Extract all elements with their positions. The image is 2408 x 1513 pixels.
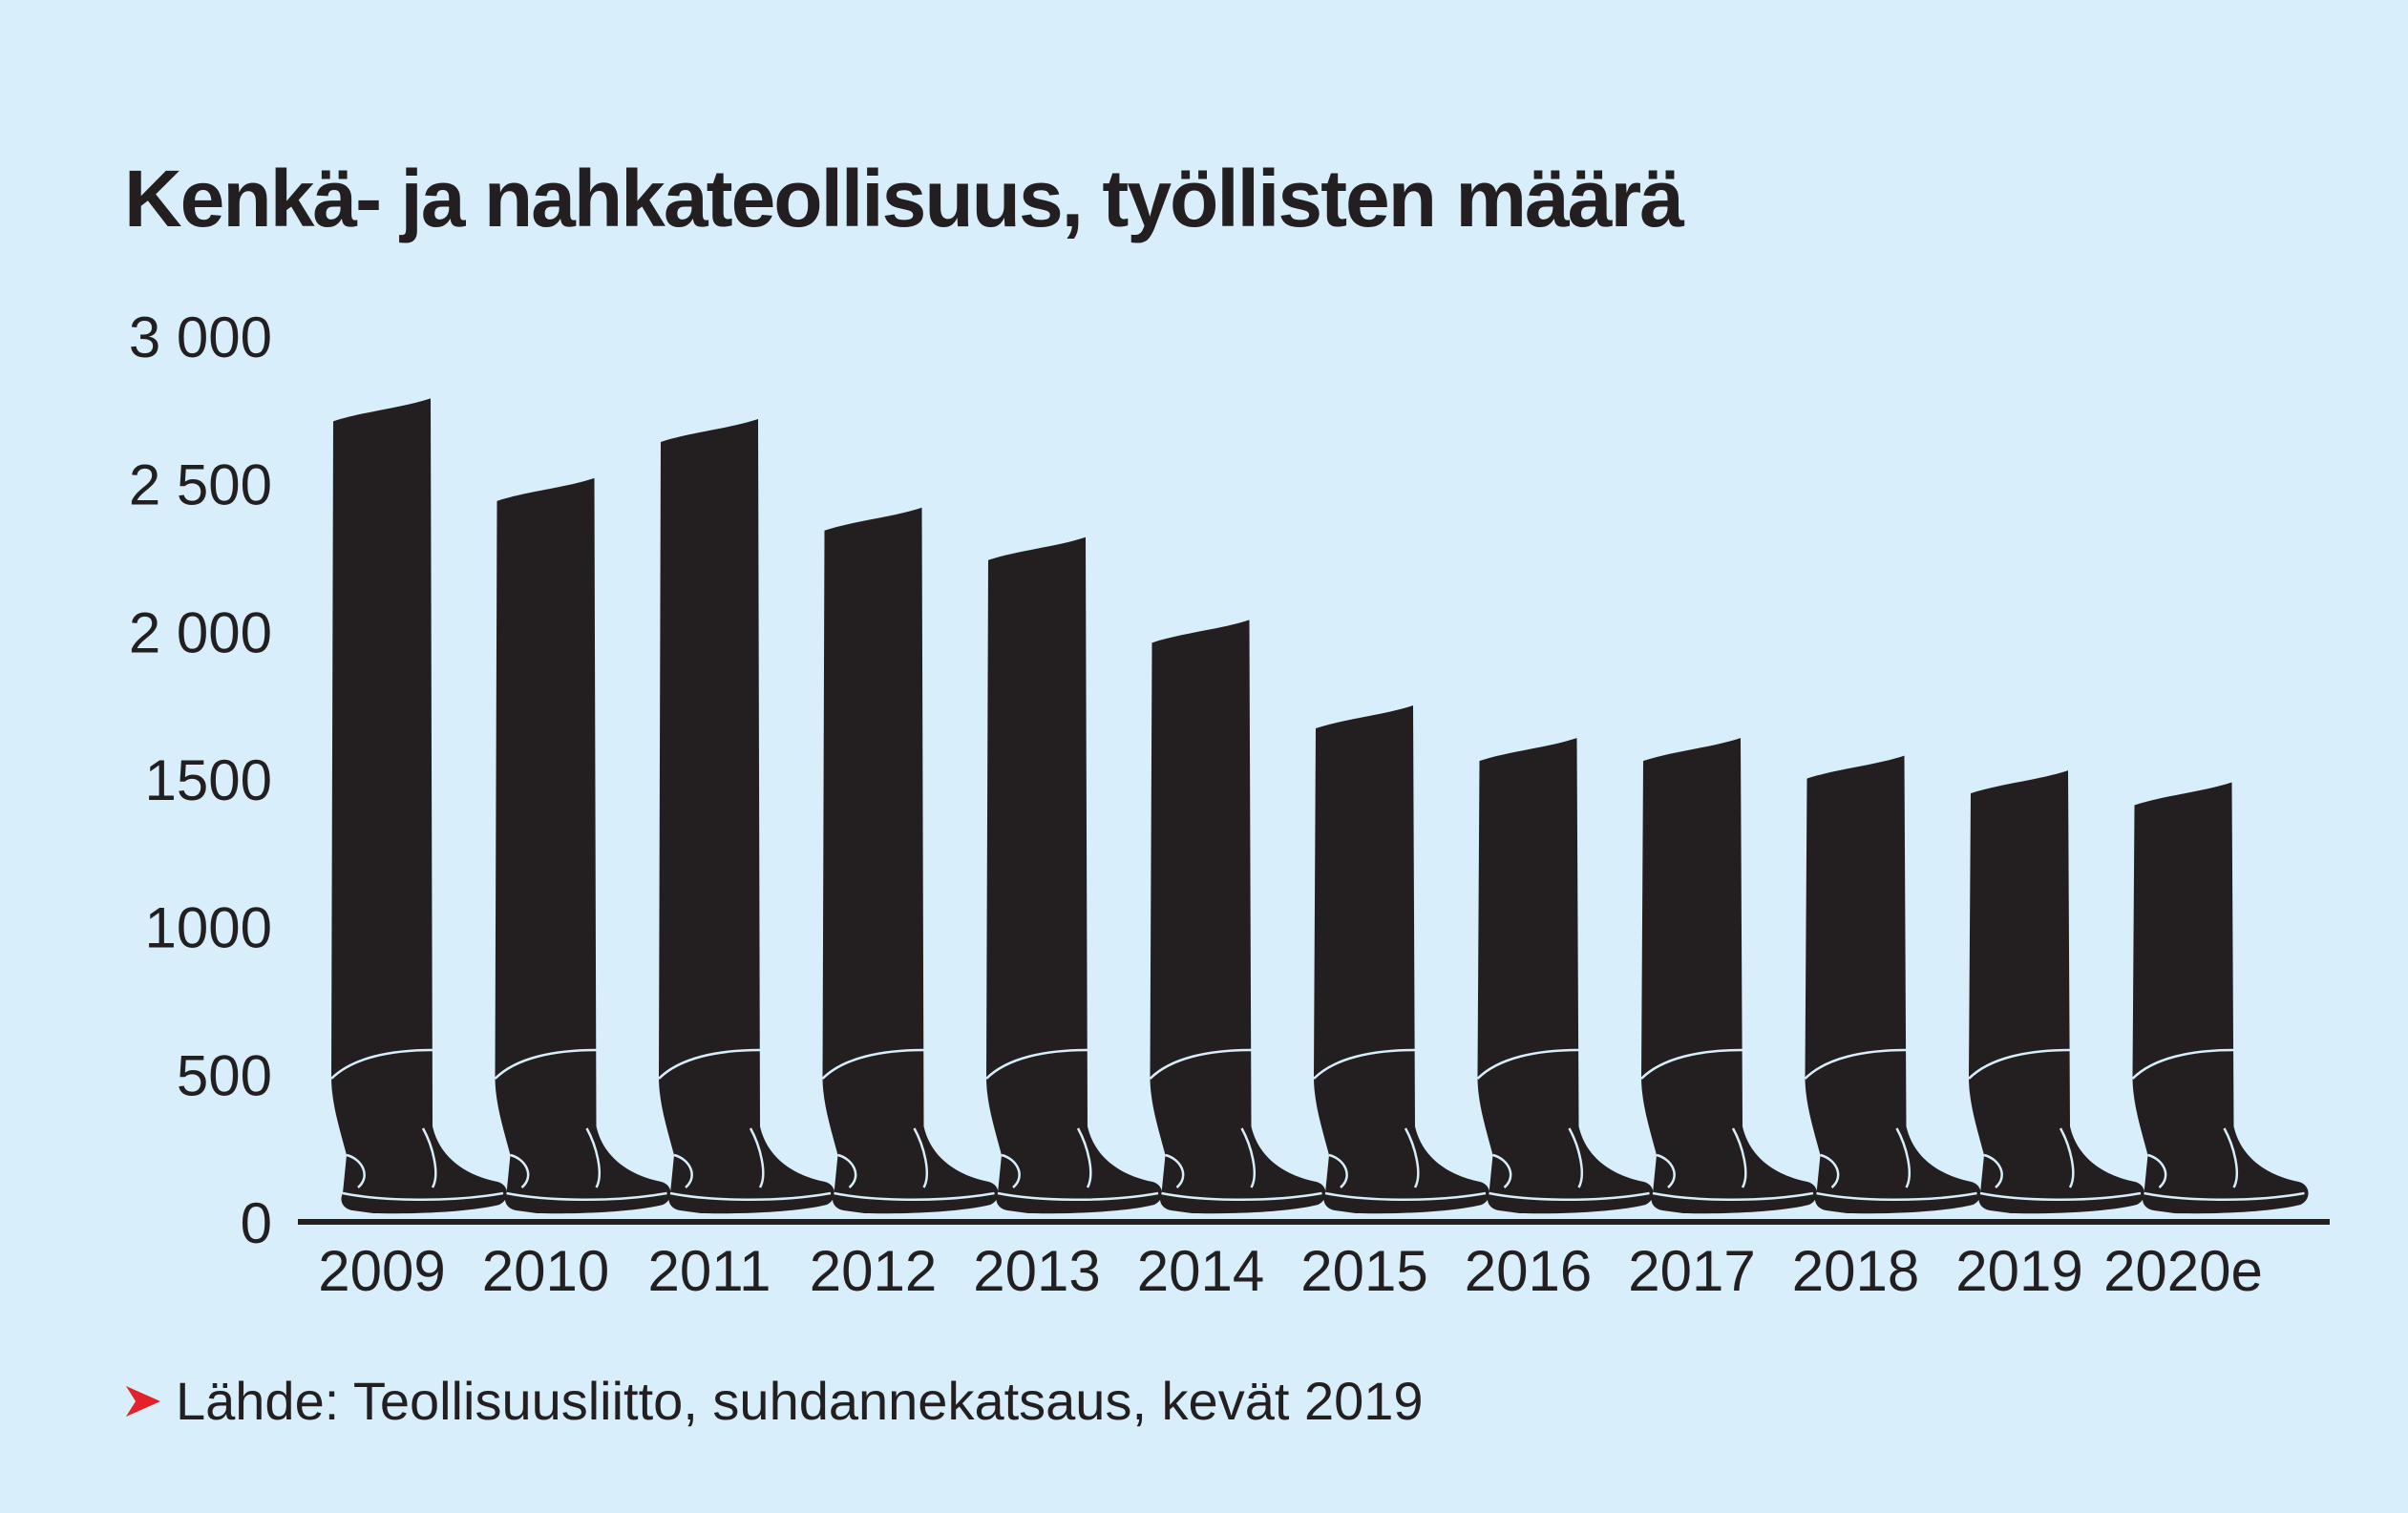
bar-boot (1968, 770, 2145, 1214)
bar-boot (2131, 782, 2309, 1214)
x-tick-label: 2018 (1792, 1239, 1919, 1303)
boot-shape (659, 418, 835, 1214)
x-tick-label: 2017 (1628, 1239, 1755, 1303)
boot-instep-line (421, 1127, 437, 1188)
x-tick-label: 2019 (1955, 1239, 2082, 1303)
boot-instep-line (1404, 1127, 1420, 1188)
bars (330, 398, 2309, 1214)
boot-shape (1150, 620, 1326, 1214)
y-tick-label: 2 500 (129, 453, 272, 517)
chart-title: Kenkä- ja nahkateollisuus, työllisten mä… (124, 154, 1684, 243)
boot-sole-line (997, 1191, 1159, 1201)
x-tick-label: 2015 (1300, 1239, 1427, 1303)
y-axis-ticks: 0 500 1000 1500 2 000 2 500 3 000 (129, 305, 272, 1255)
x-tick-label: 2014 (1137, 1239, 1264, 1303)
y-tick-label: 3 000 (129, 305, 272, 369)
boot-cuff-line (658, 1048, 761, 1080)
boot-instep-line (913, 1127, 928, 1188)
boot-heel-line (1328, 1153, 1348, 1188)
boot-sole-line (1979, 1191, 2142, 1201)
boot-cuff-line (1968, 1048, 2071, 1080)
boot-cuff-line (2131, 1048, 2234, 1080)
bar-boot (330, 398, 508, 1214)
boot-sole-line (1816, 1191, 1977, 1201)
bar-boot (821, 507, 999, 1214)
y-tick-label: 500 (177, 1043, 272, 1107)
bar-boot (658, 418, 835, 1214)
boot-shape (1314, 705, 1490, 1214)
boot-shape (1641, 738, 1818, 1214)
x-tick-label: 2013 (973, 1239, 1100, 1303)
boot-sole-line (1161, 1191, 1322, 1201)
x-tick-label: 2010 (482, 1239, 609, 1303)
bar-boot (1640, 738, 1818, 1214)
bar-boot (1149, 620, 1326, 1214)
boot-sole-line (506, 1191, 667, 1201)
y-tick-label: 1500 (145, 748, 272, 812)
x-tick-label: 2020e (2103, 1239, 2263, 1303)
boot-heel-line (1983, 1153, 2003, 1188)
boot-instep-line (1568, 1127, 1583, 1188)
boot-sole-line (1652, 1191, 1814, 1201)
boot-sole-line (1324, 1191, 1487, 1201)
boot-cuff-line (1804, 1048, 1907, 1080)
boot-instep-line (1076, 1127, 1092, 1188)
boot-cuff-line (330, 1048, 433, 1080)
boot-cuff-line (494, 1048, 597, 1080)
bar-boot (985, 536, 1163, 1214)
source-text: Lähde: Teollisuusliitto, suhdannekatsaus… (176, 1371, 1424, 1431)
boot-shape (1805, 755, 1981, 1214)
boot-instep-line (1240, 1127, 1256, 1188)
boot-shape (2132, 782, 2309, 1214)
x-axis-ticks: 2009 2010 2011 2012 2013 2014 2015 2016 2017 2018… (318, 1239, 2263, 1303)
boot-heel-line (837, 1153, 857, 1188)
x-tick-label: 2012 (810, 1239, 937, 1303)
boot-heel-line (2147, 1153, 2167, 1188)
boot-shape (1969, 770, 2145, 1214)
boot-cuff-line (1149, 1048, 1252, 1080)
boot-shape (495, 477, 671, 1214)
bar-boot (1476, 738, 1654, 1214)
boot-instep-line (749, 1127, 765, 1188)
boot-cuff-line (1476, 1048, 1579, 1080)
boot-cuff-line (821, 1048, 924, 1080)
boot-sole-line (1489, 1191, 1650, 1201)
boot-heel-line (1656, 1153, 1676, 1188)
boot-instep-line (585, 1127, 601, 1188)
boot-cuff-line (1640, 1048, 1743, 1080)
boot-instep-line (2059, 1127, 2075, 1188)
bar-boot (1804, 755, 1981, 1214)
boot-instep-line (1895, 1127, 1911, 1188)
boot-heel-line (1820, 1153, 1840, 1188)
boot-cuff-line (985, 1048, 1088, 1080)
bar-boot (1313, 705, 1490, 1214)
boot-instep-line (2223, 1127, 2238, 1188)
boot-sole-line (834, 1191, 995, 1201)
boot-shape (986, 536, 1163, 1214)
boot-heel-line (1001, 1153, 1021, 1188)
boot-heel-line (510, 1153, 530, 1188)
bar-boot (494, 477, 671, 1214)
y-tick-label: 1000 (145, 896, 272, 960)
boot-shape (822, 507, 999, 1214)
boot-heel-line (673, 1153, 693, 1188)
source-note: Lähde: Teollisuusliitto, suhdannekatsaus… (124, 1370, 1424, 1432)
x-tick-label: 2011 (647, 1239, 771, 1303)
boot-heel-line (1165, 1153, 1185, 1188)
boot-instep-line (1731, 1127, 1747, 1188)
y-tick-label: 2 000 (129, 600, 272, 664)
boot-sole-line (342, 1191, 504, 1201)
x-tick-label: 2016 (1465, 1239, 1592, 1303)
boot-sole-line (669, 1191, 832, 1201)
boot-sole-line (2144, 1191, 2305, 1201)
boot-shape (1477, 738, 1654, 1214)
y-tick-label: 0 (241, 1191, 272, 1255)
boot-cuff-line (1313, 1048, 1416, 1080)
x-tick-label: 2009 (318, 1239, 445, 1303)
arrow-right-icon (126, 1385, 160, 1417)
boot-heel-line (1492, 1153, 1512, 1188)
boot-shape (331, 398, 508, 1214)
boot-heel-line (346, 1153, 366, 1188)
